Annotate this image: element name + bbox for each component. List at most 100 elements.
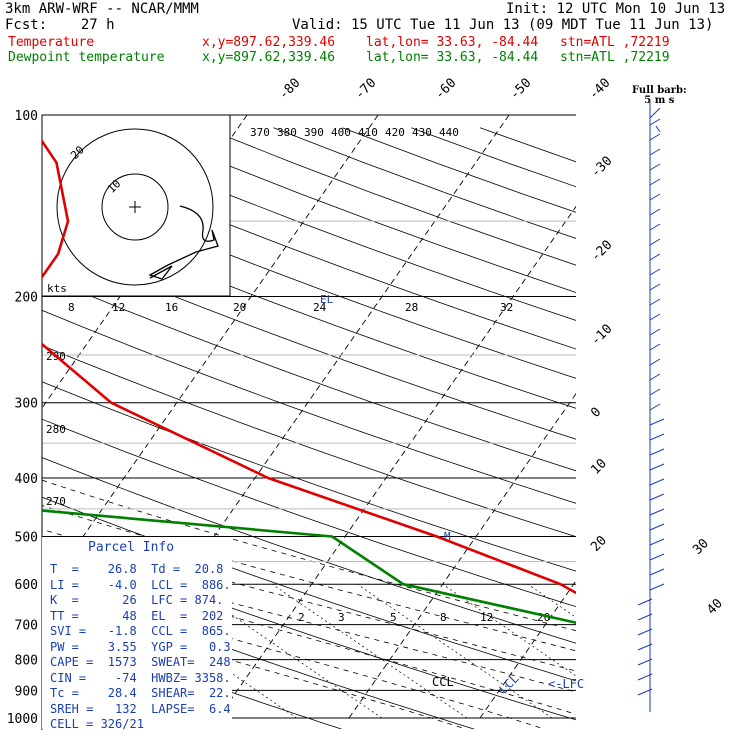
parcel-row: TT = 48 EL = 202 [50, 608, 224, 623]
dry-adiabat-450 [411, 127, 576, 188]
mixing-ratio-12 [442, 583, 576, 677]
wind-barb [649, 208, 661, 216]
isotherm-label--30: -30 [588, 154, 615, 181]
isotherm-label--50: -50 [507, 76, 534, 103]
isotherm-label-10: 10 [588, 456, 610, 478]
dry-adiabat-310 [42, 418, 576, 608]
theta-label-440: 440 [439, 126, 459, 139]
theta-label-370: 370 [250, 126, 270, 139]
thetae-label-8: 8 [68, 301, 75, 314]
el-label: EL [320, 293, 334, 306]
dry-adiabat-360 [42, 242, 576, 440]
dry-adiabat-340 [42, 309, 576, 504]
wind-barb-legend: Full barb: 5 m s [632, 86, 687, 106]
wind-barb [649, 478, 665, 486]
wind-barb [649, 553, 665, 561]
isotherm--10 [348, 392, 576, 719]
theta-label-410: 410 [358, 126, 378, 139]
hodograph-units: kts [47, 282, 67, 295]
barb-legend-line1: Full barb: [632, 85, 687, 96]
pressure-label-800: 800 [15, 654, 38, 669]
theta-label-430: 430 [412, 126, 432, 139]
parcel-info-bg [42, 537, 232, 729]
thetae-label-32: 32 [500, 301, 513, 314]
isotherm-label--70: -70 [352, 76, 379, 103]
wind-barb [637, 643, 653, 651]
dewpoint-latlon: lat,lon= 33.63, -84.44 [366, 50, 539, 65]
wind-barb [649, 268, 661, 276]
left-theta-label-270: 270 [46, 495, 66, 508]
parcel-row: CAPE = 1573 SWEAT= 248 [50, 655, 231, 669]
wind-barb [649, 493, 665, 501]
isotherm-label--40: -40 [586, 76, 613, 103]
wind-barb [637, 673, 653, 681]
isotherm-label--10: -10 [588, 322, 615, 349]
lfc-label: <-LFC [548, 677, 584, 691]
wind-barb [649, 178, 661, 186]
hodograph-ring-10 [101, 173, 169, 241]
isotherm-label-40: 40 [704, 596, 726, 618]
isotherm-label--80: -80 [276, 76, 303, 103]
moist-adiabat-30 [42, 505, 576, 652]
wind-barb [649, 118, 661, 126]
temperature-xy: x,y=897.62,339.46 [202, 35, 336, 50]
wind-barb [649, 148, 661, 156]
wind-barb [649, 283, 661, 291]
mixing-label-12: 12 [480, 611, 493, 624]
parcel-row: SVI = -1.8 CCL = 865. [50, 624, 231, 638]
parcel-row: Tc = 28.4 SHEAR= 22. [50, 686, 231, 700]
moist-adiabat-24 [42, 528, 576, 672]
mixing-label-3: 3 [338, 611, 345, 624]
mixing-ratio-20 [527, 583, 576, 618]
isotherm--40 [42, 115, 379, 596]
dewpoint-xy: x,y=897.62,339.46 [202, 50, 336, 65]
pressure-label-400: 400 [15, 472, 38, 487]
mixing-label-8: 8 [440, 611, 447, 624]
wind-barb [649, 313, 661, 321]
thetae-label-16: 16 [165, 301, 178, 314]
wind-barb [649, 343, 661, 351]
theta-label-420: 420 [385, 126, 405, 139]
wind-barb [637, 598, 653, 606]
lcl-label: LCL [497, 671, 522, 696]
dry-adiabat-430 [273, 127, 576, 239]
hodograph-frame [41, 114, 231, 297]
pressure-label-300: 300 [15, 397, 38, 412]
mixing-label-2: 2 [298, 611, 305, 624]
theta-label-400: 400 [331, 126, 351, 139]
temperature-line [42, 138, 576, 595]
theta-label-380: 380 [277, 126, 297, 139]
thetae-label-20: 20 [233, 301, 246, 314]
temperature-latlon: lat,lon= 33.63, -84.44 [366, 35, 539, 50]
wind-barb [649, 238, 661, 246]
mixing-ratio-5 [272, 583, 468, 719]
wind-barb [649, 163, 661, 171]
wind-barb [649, 328, 661, 336]
parcel-info-title: Parcel Info [88, 540, 175, 555]
temperature-station: stn=ATL ,72219 [560, 35, 670, 50]
isotherm-label--20: -20 [588, 238, 615, 265]
isotherm-label-30: 30 [690, 536, 712, 558]
parcel-row: CELL = 326/21 [50, 717, 144, 731]
wind-barb [637, 613, 653, 621]
left-theta-label-280: 280 [46, 423, 66, 436]
moist-adiabat-0 [42, 606, 467, 729]
wind-barb [649, 568, 665, 576]
wind-barb [649, 373, 661, 381]
wind-barb [649, 448, 665, 456]
init-time: Init: 12 UTC Mon 10 Jun 13 [506, 1, 726, 17]
wind-barb [637, 688, 653, 696]
dry-adiabats [42, 127, 576, 729]
ccl-label: CCL [432, 675, 454, 689]
wind-barb [649, 418, 665, 426]
wind-barb [649, 223, 661, 231]
dry-adiabat-300 [42, 457, 576, 644]
parcel-row: LI = -4.0 LCL = 886. [50, 577, 231, 592]
hodograph-ring-20 [56, 128, 214, 286]
parcel-row: SREH = 132 LAPSE= 6.4 [50, 701, 231, 716]
wind-barb [649, 298, 661, 306]
wind-barb [649, 433, 665, 441]
parcel-row: PW = 3.55 YGP = 0.3 [50, 639, 231, 654]
isotherm-0 [479, 580, 576, 719]
